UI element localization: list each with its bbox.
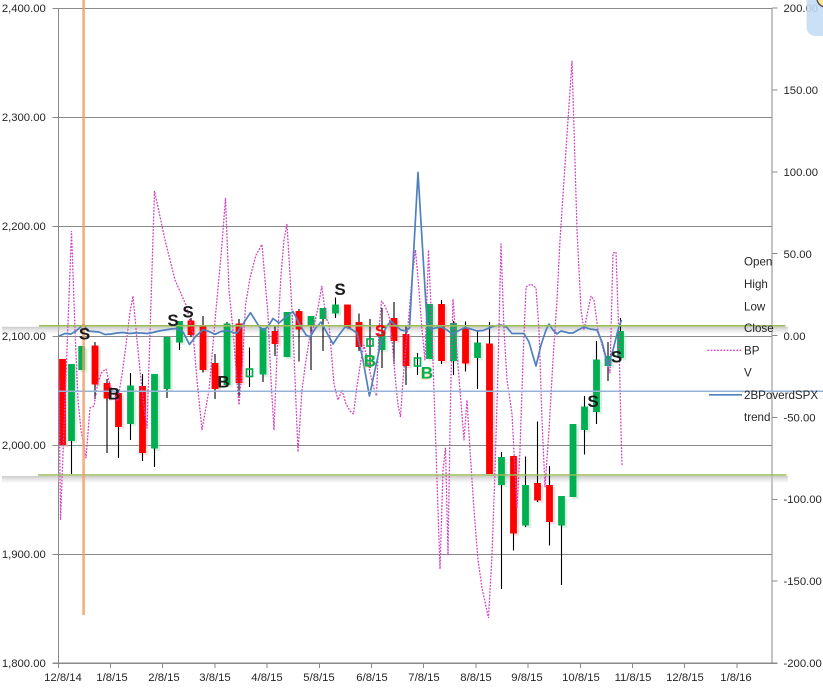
svg-text:10/8/15: 10/8/15 xyxy=(562,672,600,684)
svg-text:150.00: 150.00 xyxy=(784,85,819,97)
svg-text:1,800.00: 1,800.00 xyxy=(2,658,46,670)
svg-text:12/8/14: 12/8/14 xyxy=(44,672,82,684)
svg-text:-100.00: -100.00 xyxy=(784,494,822,506)
svg-text:11/8/15: 11/8/15 xyxy=(615,672,652,684)
svg-text:2/8/15: 2/8/15 xyxy=(148,672,179,684)
svg-text:7/8/15: 7/8/15 xyxy=(408,672,439,684)
svg-text:S: S xyxy=(79,325,90,344)
svg-text:2,100.00: 2,100.00 xyxy=(2,331,46,343)
svg-text:0.00: 0.00 xyxy=(784,331,806,343)
svg-text:5/8/15: 5/8/15 xyxy=(303,672,334,684)
svg-text:-150.00: -150.00 xyxy=(784,576,822,588)
svg-text:BP: BP xyxy=(744,344,760,357)
svg-text:B: B xyxy=(364,352,376,371)
svg-text:2,000.00: 2,000.00 xyxy=(2,440,46,452)
svg-text:B: B xyxy=(108,385,120,404)
svg-text:9/8/15: 9/8/15 xyxy=(511,672,542,684)
svg-text:2BPoverdSPX: 2BPoverdSPX xyxy=(744,389,818,402)
svg-text:50.00: 50.00 xyxy=(784,249,812,261)
svg-text:-50.00: -50.00 xyxy=(784,413,816,425)
svg-text:B: B xyxy=(217,373,229,392)
svg-text:2,400.00: 2,400.00 xyxy=(2,3,46,15)
svg-text:2,200.00: 2,200.00 xyxy=(2,221,46,233)
svg-text:Close: Close xyxy=(744,322,774,335)
svg-text:4/8/15: 4/8/15 xyxy=(251,672,282,684)
svg-text:High: High xyxy=(744,278,768,291)
svg-text:B: B xyxy=(421,364,433,383)
svg-text:S: S xyxy=(167,311,178,330)
svg-text:S: S xyxy=(182,303,193,322)
svg-text:S: S xyxy=(587,392,598,411)
svg-text:3/8/15: 3/8/15 xyxy=(199,672,230,684)
svg-text:-200.00: -200.00 xyxy=(784,658,822,670)
svg-text:1/8/16: 1/8/16 xyxy=(720,672,751,684)
svg-text:S: S xyxy=(611,348,622,367)
svg-text:12/8/15: 12/8/15 xyxy=(666,672,704,684)
svg-text:2,300.00: 2,300.00 xyxy=(2,112,46,124)
svg-text:1/8/15: 1/8/15 xyxy=(96,672,127,684)
svg-text:B: B xyxy=(420,365,432,384)
svg-text:S: S xyxy=(375,322,386,341)
svg-text:Open: Open xyxy=(744,255,772,268)
svg-text:8/8/15: 8/8/15 xyxy=(460,672,491,684)
svg-text:S: S xyxy=(334,280,345,299)
svg-text:Low: Low xyxy=(744,300,766,313)
svg-text:trend: trend xyxy=(744,411,770,424)
svg-text:B: B xyxy=(363,353,375,372)
svg-text:1,900.00: 1,900.00 xyxy=(2,549,46,561)
svg-text:100.00: 100.00 xyxy=(784,167,819,179)
svg-text:6/8/15: 6/8/15 xyxy=(356,672,387,684)
svg-text:V: V xyxy=(744,366,752,379)
